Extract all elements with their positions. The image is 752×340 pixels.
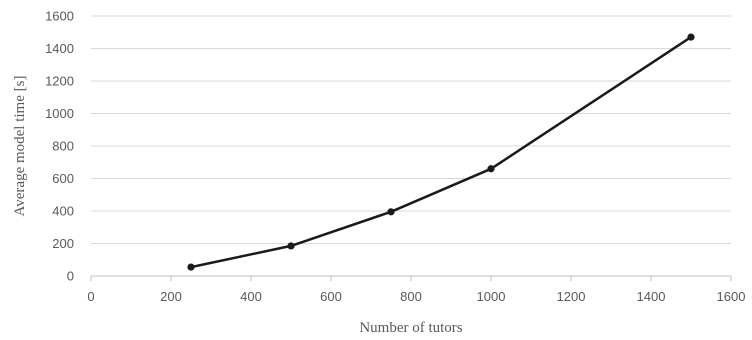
y-tick-label: 1000	[45, 106, 74, 121]
series-layer	[187, 33, 695, 271]
data-point	[287, 242, 295, 250]
x-tick-label: 1200	[557, 289, 586, 304]
y-tick-label: 0	[67, 269, 74, 284]
y-tick-label: 200	[52, 236, 74, 251]
data-point	[687, 33, 695, 41]
axes	[90, 275, 732, 281]
x-tick-label: 600	[320, 289, 342, 304]
x-tick-label: 1000	[477, 289, 506, 304]
x-tick-label: 800	[400, 289, 422, 304]
x-tick-label: 1400	[637, 289, 666, 304]
labels: Number of tutors Average model time [s] …	[12, 9, 745, 337]
y-tick-label: 1400	[45, 41, 74, 56]
y-tick-label: 1200	[45, 74, 74, 89]
series-line	[189, 35, 693, 269]
data-point	[187, 263, 195, 271]
data-point	[487, 165, 495, 173]
y-tick-label: 400	[52, 204, 74, 219]
gridlines	[91, 15, 731, 244]
y-tick-label: 800	[52, 139, 74, 154]
data-point	[387, 208, 395, 216]
x-tick-label: 0	[87, 289, 94, 304]
x-tick-label: 200	[160, 289, 182, 304]
x-axis-label: Number of tutors	[359, 320, 462, 336]
x-tick-label: 1600	[717, 289, 746, 304]
y-axis-label: Average model time [s]	[12, 76, 28, 217]
y-tick-label: 1600	[45, 9, 74, 24]
x-tick-label: 400	[240, 289, 262, 304]
y-tick-label: 600	[52, 171, 74, 186]
